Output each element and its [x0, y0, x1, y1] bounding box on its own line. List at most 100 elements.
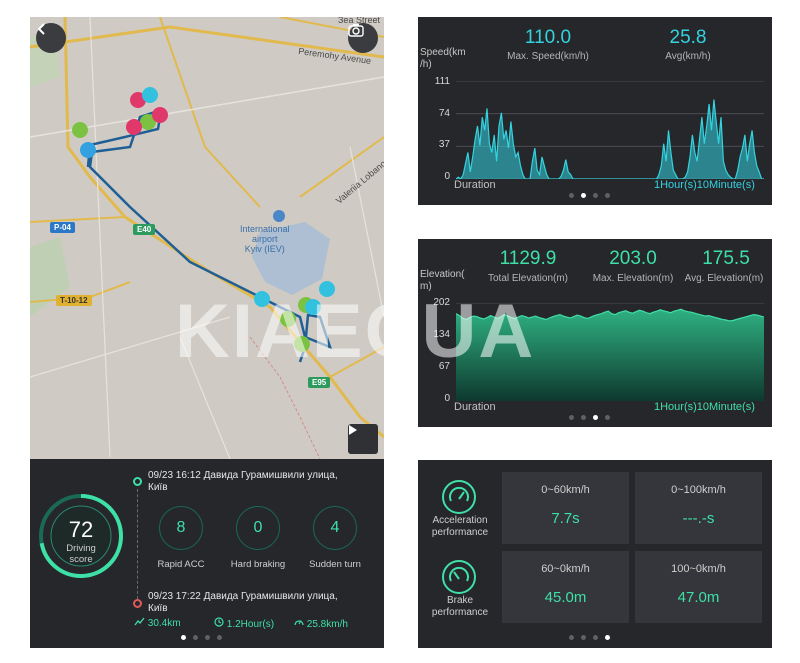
- elevation-axis-label: Elevation(m): [420, 269, 465, 292]
- page-dot-4[interactable]: [605, 635, 610, 640]
- page-dot-3[interactable]: [593, 193, 598, 198]
- acceleration-gauge-icon: [442, 480, 476, 514]
- acceleration-label: Acceleration performance: [431, 515, 489, 538]
- brake-60-0-title: 60~0km/h: [541, 563, 590, 575]
- total-elevation-value: 1129.9: [499, 248, 557, 269]
- clock-icon: [214, 617, 224, 627]
- page-dot-1[interactable]: [569, 193, 574, 198]
- elevation-duration-label: Duration: [454, 401, 496, 413]
- elevation-chart: [456, 303, 764, 401]
- page-dot-1[interactable]: [181, 635, 186, 640]
- brake-60-0-value: 45.0m: [544, 589, 587, 606]
- distance-icon: [134, 617, 145, 626]
- elevation-tick-0: 0: [444, 393, 450, 404]
- page-dot-3[interactable]: [205, 635, 210, 640]
- page-dot-1[interactable]: [569, 635, 574, 640]
- play-icon: [349, 425, 357, 435]
- accel-0-60-title: 0~60km/h: [541, 484, 590, 496]
- max-elevation-label: Max. Elevation(m): [592, 273, 674, 284]
- accel-0-100-title: 0~100km/h: [671, 484, 726, 496]
- start-dot: [133, 477, 142, 486]
- sudden-turn-count: 4: [313, 506, 357, 550]
- accel-0-100-value: ---.-s: [682, 510, 715, 527]
- chevron-left-icon: [37, 23, 45, 35]
- page-dot-3[interactable]: [593, 415, 598, 420]
- elevation-panel: Elevation(m) 1129.9 Total Elevation(m) 2…: [418, 239, 772, 427]
- elevation-series-area: [456, 309, 764, 401]
- speed-pager[interactable]: [569, 193, 610, 198]
- sudden-turn-label: Sudden turn: [309, 559, 361, 570]
- elevation-tick-67: 67: [438, 361, 450, 372]
- camera-button[interactable]: [348, 23, 378, 53]
- brake-100-0-title: 100~0km/h: [671, 563, 726, 575]
- driving-score-label: Driving score: [66, 543, 96, 565]
- road-badge-e95: E95: [308, 377, 331, 388]
- speed-tick-74: 74: [438, 108, 450, 119]
- avg-speed-value: 25.8: [669, 27, 707, 48]
- accel-0-100-cell: 0~100km/h ---.-s: [635, 472, 762, 544]
- trip-distance: 30.4km: [134, 617, 181, 629]
- page-dot-2[interactable]: [581, 415, 586, 420]
- trip-avg-speed: 25.8km/h: [294, 617, 348, 630]
- avg-speed-label: Avg(km/h): [665, 51, 711, 62]
- event-markers: [72, 87, 335, 352]
- speed-duration-label: Duration: [454, 179, 496, 191]
- max-elevation-value: 203.0: [609, 248, 657, 269]
- page-dot-4[interactable]: [605, 193, 610, 198]
- speed-time-label: 1Hour(s)10Minute(s): [654, 179, 755, 191]
- route-map[interactable]: Зеа Street Peremohy Avenue Valeriia Loba…: [30, 17, 384, 459]
- speed-tick-0: 0: [444, 171, 450, 182]
- map-label-street-top: Зеа Street: [338, 17, 380, 25]
- trip-pager[interactable]: [181, 635, 222, 640]
- speed-series-line: [456, 99, 764, 179]
- rapid-acc-label: Rapid ACC: [157, 559, 205, 570]
- elevation-pager[interactable]: [569, 415, 610, 420]
- road-badge-e40: E40: [133, 224, 156, 235]
- speed-chart: [456, 81, 764, 179]
- route-line: [86, 110, 333, 363]
- elevation-tick-134: 134: [433, 329, 450, 340]
- accel-0-60-cell: 0~60km/h 7.7s: [502, 472, 629, 544]
- trip-detail-screen: Зеа Street Peremohy Avenue Valeriia Loba…: [30, 17, 384, 648]
- map-canvas: [30, 17, 384, 459]
- speed-axis-label: Speed(km/h): [420, 47, 466, 70]
- total-elevation-label: Total Elevation(m): [487, 273, 569, 284]
- back-button[interactable]: [36, 23, 66, 53]
- avg-elevation-value: 175.5: [702, 248, 750, 269]
- speed-tick-111: 111: [434, 76, 450, 87]
- timeline-line: [137, 489, 138, 599]
- rapid-acc-count: 8: [159, 506, 203, 550]
- page-dot-2[interactable]: [581, 193, 586, 198]
- end-location: 09/23 17:22 Давида Гурамишвили улица, Ки…: [148, 591, 338, 614]
- elevation-tick-202: 202: [433, 297, 450, 308]
- performance-pager[interactable]: [569, 635, 610, 640]
- hard-braking-label: Hard braking: [230, 559, 286, 570]
- elevation-series-line: [456, 308, 764, 322]
- road-badge-t1012: T-10-12: [56, 295, 92, 306]
- hard-braking-count: 0: [236, 506, 280, 550]
- page-dot-2[interactable]: [193, 635, 198, 640]
- page-dot-1[interactable]: [569, 415, 574, 420]
- page-dot-2[interactable]: [581, 635, 586, 640]
- page-dot-4[interactable]: [605, 415, 610, 420]
- map-label-airport: International airport Kyiv (IEV): [240, 224, 290, 254]
- driving-score-value: 72: [68, 517, 94, 542]
- brake-gauge-icon: [442, 560, 476, 594]
- brake-100-0-value: 47.0m: [677, 589, 720, 606]
- trip-duration: 1.2Hour(s): [214, 617, 274, 630]
- speed-panel: Speed(km/h) 110.0 Max. Speed(km/h) 25.8 …: [418, 17, 772, 205]
- brake-label: Brake performance: [431, 595, 489, 618]
- elevation-time-label: 1Hour(s)10Minute(s): [654, 401, 755, 413]
- road-badge-p04: P-04: [50, 222, 75, 233]
- page-dot-3[interactable]: [593, 635, 598, 640]
- page-dot-4[interactable]: [217, 635, 222, 640]
- max-speed-value: 110.0: [524, 27, 572, 48]
- performance-panel: Acceleration performance Brake performance…: [418, 460, 772, 648]
- speedometer-icon: [294, 620, 304, 626]
- brake-100-0-cell: 100~0km/h 47.0m: [635, 551, 762, 623]
- camera-icon: [348, 24, 364, 37]
- start-location: 09/23 16:12 Давида Гурамишвили улица, Ки…: [148, 470, 338, 493]
- watermark: KIAECUA: [175, 289, 536, 374]
- trip-summary: 72 Driving score 09/23 16:12 Давида Гура…: [30, 459, 384, 648]
- replay-button[interactable]: [348, 424, 378, 454]
